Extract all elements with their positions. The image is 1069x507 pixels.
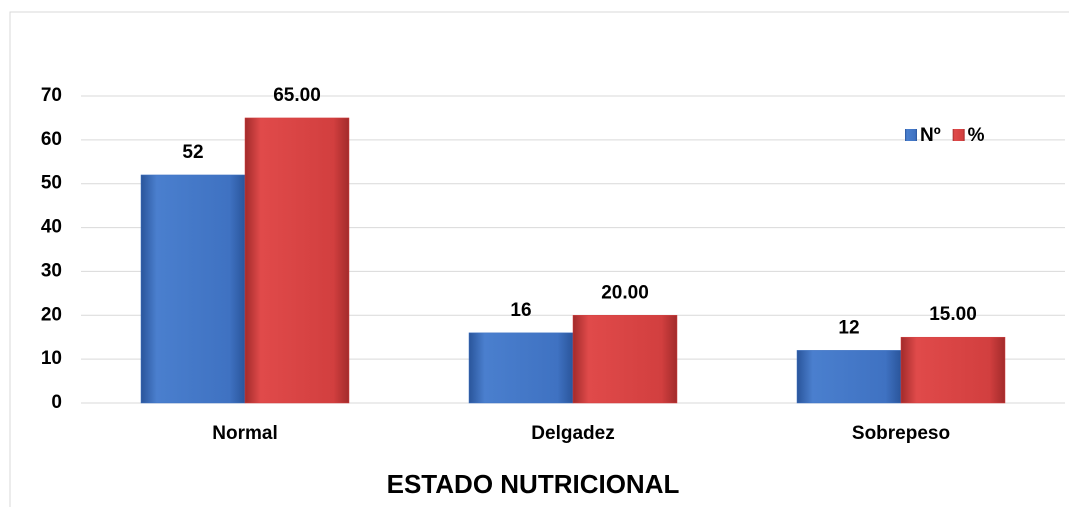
x-tick-label: Normal xyxy=(212,423,277,444)
data-label: 12 xyxy=(838,317,859,338)
x-axis-label: ESTADO NUTRICIONAL xyxy=(387,469,680,499)
bar xyxy=(572,315,678,404)
y-tick-label: 0 xyxy=(51,392,62,413)
legend-label: % xyxy=(968,125,985,146)
legend-label: Nº xyxy=(920,125,941,146)
frame xyxy=(9,11,1069,507)
y-tick-label: 70 xyxy=(41,85,62,106)
y-tick-label: 10 xyxy=(41,348,62,369)
bar xyxy=(468,332,574,404)
y-tick-label: 60 xyxy=(41,129,62,150)
y-tick-label: 50 xyxy=(41,173,62,194)
bar xyxy=(244,117,350,404)
x-tick-label: Sobrepeso xyxy=(852,423,950,444)
data-label: 20.00 xyxy=(601,282,649,303)
y-tick-label: 20 xyxy=(41,304,62,325)
bar xyxy=(796,350,902,404)
legend-swatch xyxy=(905,129,917,141)
bar xyxy=(900,336,1006,404)
x-tick-label: Delgadez xyxy=(531,423,614,444)
data-label: 52 xyxy=(182,142,203,163)
bar xyxy=(140,174,246,404)
y-tick-label: 30 xyxy=(41,260,62,281)
data-label: 15.00 xyxy=(929,304,977,325)
y-tick-label: 40 xyxy=(41,217,62,238)
data-label: 65.00 xyxy=(273,85,321,106)
data-label: 16 xyxy=(510,300,531,321)
legend-swatch xyxy=(952,129,965,141)
